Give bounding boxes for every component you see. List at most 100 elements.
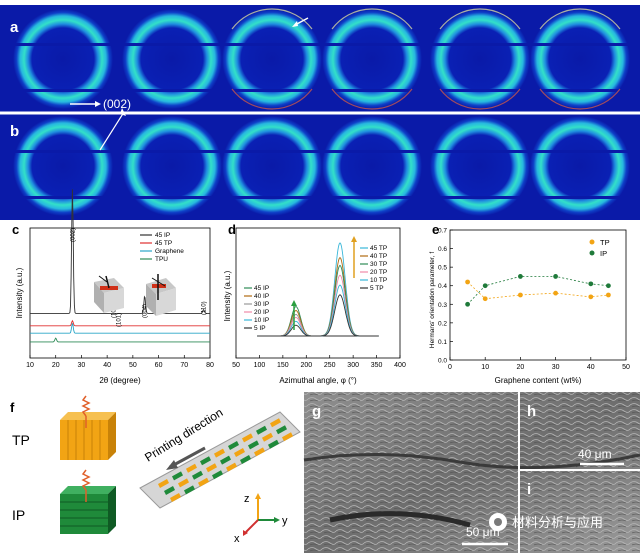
filament-flake	[212, 470, 223, 480]
plot-d-xticks: 50 100 150 200 250 300 350 400	[232, 355, 406, 369]
plot-e-frame	[449, 229, 627, 361]
xrd-legend-label-2: Graphene	[155, 248, 184, 255]
filament-flake	[254, 447, 265, 457]
panel-f: f TP IP Pri	[10, 395, 301, 545]
axis-y-label: y	[282, 515, 288, 527]
filament-flake	[186, 463, 197, 473]
panel-label-c: c	[12, 222, 19, 237]
xrd-xtick-label-0: 10	[26, 362, 34, 369]
orientation-legend-swatch-1	[589, 250, 595, 256]
orientation-point-IP-4	[588, 281, 594, 287]
plot-d-ylabel: Intensity (a.u.)	[223, 270, 232, 321]
filament-flake	[198, 477, 209, 487]
panel-label-f: f	[10, 400, 15, 415]
scale-label-g: 50 μm	[466, 525, 500, 539]
orientation-point-TP-5	[606, 292, 611, 298]
filament-flake	[268, 439, 279, 449]
xrd-curve-1	[30, 319, 210, 327]
watermark: 材料分析与应用	[489, 513, 603, 531]
filament-flake	[178, 478, 189, 488]
orientation-point-IP-3	[553, 274, 558, 279]
filament-flake	[220, 455, 231, 465]
orientation-xtick-label-5: 50	[622, 364, 630, 371]
azimuthal-curve-4	[257, 320, 379, 337]
panel-label-e: e	[432, 222, 439, 237]
azimuthal-curve-6	[257, 242, 379, 337]
azimuthal-curve-7	[257, 256, 379, 337]
plot-c-curves	[30, 189, 210, 343]
filament-flakes	[158, 418, 293, 502]
orientation-point-IP-2	[518, 274, 523, 279]
orientation-point-TP-1	[482, 296, 488, 302]
xrd-legend-label-0: 45 IP	[155, 232, 170, 239]
orientation-ytick-label-7: 0.7	[438, 228, 447, 235]
filament-flake	[234, 448, 245, 457]
azimuthal-curve-1	[257, 310, 379, 337]
xrd-legend-label-1: 45 TP	[155, 240, 172, 247]
azimuthal-legend-label-5: 5 IP	[254, 325, 266, 332]
axis-z-label: z	[244, 493, 250, 505]
azimuthal-curve-8	[257, 264, 379, 337]
axis-x-label: x	[234, 533, 240, 545]
xrd-xtick-label-1: 20	[52, 362, 60, 369]
xrd-peak-label-1: (100)	[111, 304, 117, 318]
tp-block	[60, 395, 116, 460]
orientation-point-IP-1	[482, 283, 488, 289]
filament-flake	[256, 425, 267, 435]
azimuthal-xtick-label-4: 250	[324, 362, 336, 369]
azimuthal-legend-label-2: 30 IP	[254, 301, 269, 308]
filament-flake	[242, 433, 253, 443]
xrd-xtick-label-6: 70	[180, 362, 188, 369]
azimuthal-curve-10	[257, 284, 379, 337]
plot-e-ylabel: Hermans' orientation parameter, f	[429, 252, 436, 348]
azimuthal-legend-label-10: 10 TP	[370, 277, 387, 284]
plot-c-frame	[29, 227, 211, 359]
plot-e-marks	[465, 274, 611, 307]
orientation-point-TP-0	[465, 279, 470, 285]
azimuthal-legend-label-0: 45 IP	[254, 285, 269, 292]
azimuthal-legend-label-3: 20 IP	[254, 309, 269, 316]
scale-label-h: 40 μm	[578, 447, 612, 461]
filament-flake	[192, 470, 203, 480]
filament-flake	[228, 441, 239, 450]
xrd-xtick-label-4: 50	[129, 362, 137, 369]
saxs-ring-b-3	[222, 116, 322, 216]
plot-c-xticks: 10 20 30 40 50 60 70 80	[26, 355, 214, 369]
plot-c-ylabel: Intensity (a.u.)	[15, 267, 24, 318]
saxs-ring-a-6	[530, 9, 630, 109]
azimuthal-legend-label-8: 30 TP	[370, 261, 387, 268]
orientation-ytick-label-3: 0.3	[438, 302, 447, 309]
azimuthal-xtick-label-6: 350	[371, 362, 383, 369]
saxs-ring-a-4	[322, 9, 422, 109]
saxs-ring-a-1	[13, 9, 113, 109]
xrd-curve-0	[30, 189, 210, 314]
ip-block	[60, 469, 116, 534]
saxs-ring-b-4	[322, 116, 422, 216]
filament-flake	[184, 485, 195, 495]
xrd-xtick-label-5: 60	[155, 362, 163, 369]
orientation-legend-swatch-0	[589, 239, 595, 245]
filament-flake	[170, 493, 181, 502]
panel-label-i: i	[527, 481, 531, 498]
plot-e-ticks: 0 10 20 30 40 50 0.0 0.1 0.2 0.3 0.4 0.5 0.6 0.7	[438, 228, 630, 372]
orientation-ytick-label-1: 0.1	[438, 339, 447, 346]
panel-label-b: b	[10, 123, 19, 140]
xrd-xtick-label-7: 80	[206, 362, 214, 369]
saxs-patterns	[11, 8, 632, 216]
filament-flake	[200, 456, 211, 466]
plot-c-peak-labels: (002) (100)(101) (004) (110)	[70, 228, 207, 327]
xrd-peak-label-2: (101)	[117, 313, 123, 327]
panel-sem: g h i 40 μm 50 μm 材料分析与应用	[303, 392, 640, 553]
xrd-peak-label-4: (110)	[202, 301, 208, 315]
plot-e-xlabel: Graphene content (wt%)	[495, 376, 582, 385]
azimuthal-curve-11	[257, 294, 379, 337]
xrd-legend-label-3: TPU	[155, 256, 168, 263]
orientation-xtick-label-0: 0	[448, 364, 452, 371]
panel-label-d: d	[228, 222, 236, 237]
azimuthal-legend-label-1: 40 IP	[254, 293, 269, 300]
panel-label-a: a	[10, 19, 19, 36]
azimuthal-legend-label-4: 10 IP	[254, 317, 269, 324]
orientation-ytick-label-5: 0.5	[438, 265, 447, 272]
